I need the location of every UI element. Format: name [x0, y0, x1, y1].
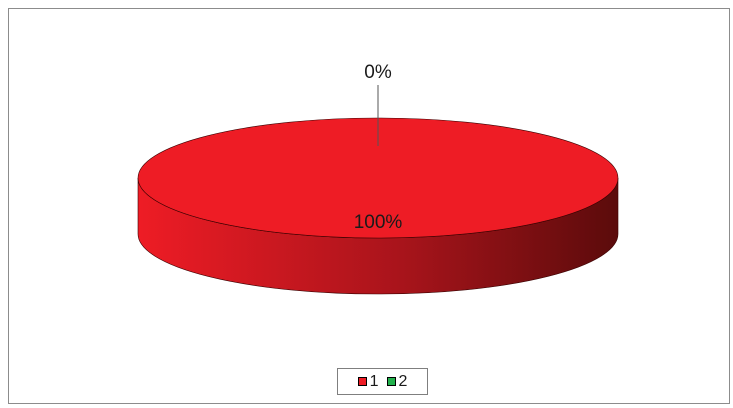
legend-item-1: 1: [357, 372, 379, 391]
data-label-slice-2: 0%: [364, 62, 392, 83]
legend-item-2: 2: [386, 372, 408, 391]
legend-label-1: 1: [369, 372, 379, 390]
data-label-slice-1: 100%: [354, 212, 403, 233]
legend-swatch-1: [357, 377, 367, 386]
legend-swatch-2: [386, 377, 396, 386]
legend-label-2: 2: [398, 372, 408, 390]
legend: 1 2: [337, 368, 428, 395]
